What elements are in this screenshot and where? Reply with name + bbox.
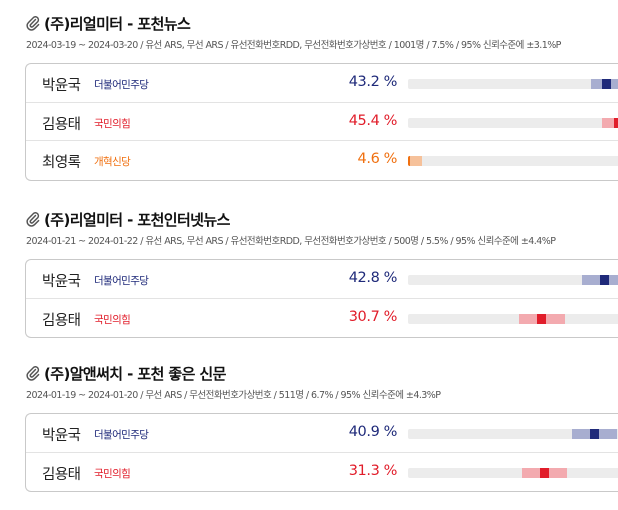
result-bar-track xyxy=(408,429,618,439)
result-bar-track xyxy=(408,313,618,324)
party-label: 더불어민주당 xyxy=(94,429,149,441)
party-label: 국민의힘 xyxy=(94,467,131,480)
point-estimate-marker xyxy=(590,429,600,439)
results-card: 박윤국 더불어민주당 43.2 % 김용태 국민의힘 45.4 % 최영록 개혁신당 4.6 % xyxy=(25,63,618,181)
candidate-name: 김용태 xyxy=(42,312,81,329)
poll-meta: 2024-01-21 ~ 2024-01-22 / 유선 ARS, 무선 ARS… xyxy=(26,236,556,247)
percentage-value: 45.4 % xyxy=(348,112,398,129)
candidate-name: 박윤국 xyxy=(42,428,81,444)
point-estimate-marker xyxy=(613,117,618,128)
candidate-row[interactable]: 김용태 국민의힘 30.7 % xyxy=(26,299,618,338)
percentage-value: 42.8 % xyxy=(348,270,398,286)
party-label: 국민의힘 xyxy=(94,313,131,326)
poll-title[interactable]: (주)리얼미터 - 포천뉴스 xyxy=(44,15,191,33)
confidence-interval-band xyxy=(581,275,618,285)
poll-header: (주)리얼미터 - 포천인터넷뉴스 xyxy=(0,208,618,232)
candidate-name: 박윤국 xyxy=(42,274,81,290)
candidate-row[interactable]: 김용태 국민의힘 31.3 % xyxy=(26,453,618,492)
percentage-value: 40.9 % xyxy=(348,424,398,440)
paperclip-icon xyxy=(26,16,40,31)
candidate-row[interactable]: 박윤국 더불어민주당 42.8 % xyxy=(26,260,618,299)
result-bar-track xyxy=(408,117,618,128)
poll-section: (주)리얼미터 - 포천뉴스 2024-03-19 ~ 2024-03-20 / … xyxy=(0,12,618,181)
poll-header: (주)알앤써치 - 포천 좋은 신문 xyxy=(0,362,618,386)
result-bar-track xyxy=(408,156,618,166)
result-bar-track xyxy=(408,79,618,89)
poll-meta: 2024-03-19 ~ 2024-03-20 / 유선 ARS, 무선 ARS… xyxy=(26,40,561,51)
party-label: 더불어민주당 xyxy=(94,275,149,287)
result-bar-track xyxy=(408,467,618,478)
poll-section: (주)리얼미터 - 포천인터넷뉴스 2024-01-21 ~ 2024-01-22… xyxy=(0,208,618,338)
point-estimate-marker xyxy=(600,275,610,285)
candidate-row[interactable]: 최영록 개혁신당 4.6 % xyxy=(26,141,618,180)
point-estimate-marker xyxy=(408,156,411,166)
party-label: 국민의힘 xyxy=(94,117,131,130)
point-estimate-marker xyxy=(537,313,547,324)
poll-title[interactable]: (주)알앤써치 - 포천 좋은 신문 xyxy=(44,365,226,383)
point-estimate-marker xyxy=(540,467,550,478)
candidate-name: 김용태 xyxy=(42,466,81,483)
candidate-name: 김용태 xyxy=(42,116,81,133)
poll-title[interactable]: (주)리얼미터 - 포천인터넷뉴스 xyxy=(44,211,230,229)
candidate-name: 박윤국 xyxy=(42,78,81,94)
paperclip-icon xyxy=(26,366,40,381)
paperclip-icon xyxy=(26,212,40,227)
percentage-value: 30.7 % xyxy=(348,308,398,325)
candidate-row[interactable]: 박윤국 더불어민주당 40.9 % xyxy=(26,414,618,453)
percentage-value: 31.3 % xyxy=(348,462,398,479)
poll-section: (주)알앤써치 - 포천 좋은 신문 2024-01-19 ~ 2024-01-2… xyxy=(0,362,618,492)
confidence-interval-band xyxy=(408,156,423,166)
poll-meta: 2024-01-19 ~ 2024-01-20 / 무선 ARS / 무선전화번… xyxy=(26,390,441,401)
poll-header: (주)리얼미터 - 포천뉴스 xyxy=(0,12,618,36)
candidate-name: 최영록 xyxy=(42,155,81,171)
result-bar-track xyxy=(408,275,618,285)
confidence-interval-band xyxy=(601,117,618,128)
percentage-value: 43.2 % xyxy=(348,74,398,90)
candidate-row[interactable]: 박윤국 더불어민주당 43.2 % xyxy=(26,64,618,103)
percentage-value: 4.6 % xyxy=(357,151,398,167)
party-label: 더불어민주당 xyxy=(94,79,149,91)
candidate-row[interactable]: 김용태 국민의힘 45.4 % xyxy=(26,103,618,141)
point-estimate-marker xyxy=(602,79,612,89)
results-card: 박윤국 더불어민주당 40.9 % 김용태 국민의힘 31.3 % xyxy=(25,413,618,492)
results-card: 박윤국 더불어민주당 42.8 % 김용태 국민의힘 30.7 % xyxy=(25,259,618,338)
party-label: 개혁신당 xyxy=(94,156,131,168)
